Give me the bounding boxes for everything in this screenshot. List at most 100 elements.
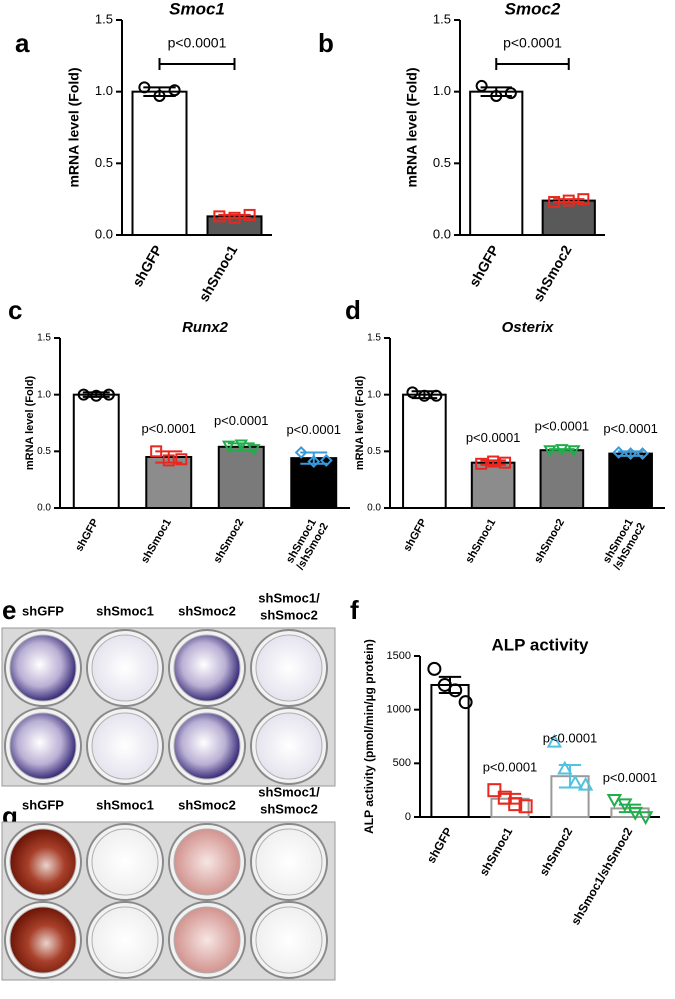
y-axis-title: mRNA level (Fold) bbox=[66, 67, 82, 187]
comparison-label: p<0.0001 bbox=[503, 35, 562, 51]
data-point bbox=[307, 455, 321, 468]
data-point bbox=[567, 774, 583, 789]
x-tick-label: shGFP bbox=[401, 517, 429, 554]
panel-letter: c bbox=[8, 295, 22, 325]
well-label: shSmoc2 bbox=[178, 603, 236, 618]
error-bar bbox=[480, 459, 506, 466]
data-point bbox=[475, 457, 488, 470]
panel-letter: a bbox=[15, 28, 30, 58]
data-point bbox=[102, 388, 115, 401]
data-point bbox=[624, 447, 638, 461]
well-label: shSmoc2 bbox=[260, 801, 318, 816]
data-point bbox=[430, 389, 443, 402]
data-point bbox=[213, 210, 226, 223]
well-label: shSmoc1/ bbox=[258, 784, 320, 799]
y-tick-label: 1.0 bbox=[367, 389, 381, 400]
data-point bbox=[448, 683, 463, 698]
data-point bbox=[294, 446, 308, 459]
x-tick-label: shSmoc2 bbox=[537, 825, 576, 878]
well bbox=[9, 828, 77, 896]
y-tick-label: 1500 bbox=[387, 650, 411, 662]
data-point bbox=[153, 89, 166, 102]
panel-letter: f bbox=[350, 595, 359, 625]
data-point bbox=[546, 733, 563, 748]
data-point bbox=[499, 456, 512, 469]
y-axis-title: mRNA level (Fold) bbox=[354, 376, 366, 471]
p-value: p<0.0001 bbox=[214, 413, 269, 428]
p-value: p<0.0001 bbox=[603, 770, 658, 785]
well-label: shSmoc1/ bbox=[258, 590, 320, 605]
data-point bbox=[508, 797, 523, 812]
bar bbox=[72, 393, 120, 509]
x-tick-label: shSmoc2 bbox=[212, 517, 247, 565]
data-point bbox=[77, 388, 90, 401]
well bbox=[173, 712, 241, 780]
data-point bbox=[90, 389, 103, 402]
bar bbox=[608, 452, 653, 510]
bar bbox=[469, 90, 524, 236]
p-value: p<0.0001 bbox=[141, 421, 196, 436]
data-point bbox=[567, 445, 581, 458]
x-tick-label: shSmoc1 bbox=[139, 517, 174, 565]
data-point bbox=[617, 798, 633, 813]
well bbox=[255, 634, 323, 702]
data-point bbox=[458, 695, 473, 710]
x-tick-label: shSmoc1 bbox=[195, 242, 240, 304]
data-point bbox=[637, 811, 654, 826]
data-point bbox=[228, 211, 241, 224]
data-point bbox=[427, 661, 442, 676]
y-tick-label: 1.0 bbox=[95, 83, 113, 98]
well bbox=[91, 712, 159, 780]
well bbox=[173, 906, 241, 974]
error-bar bbox=[155, 450, 183, 464]
chart-title: ALP activity bbox=[491, 635, 589, 654]
chart-title: Osterix bbox=[502, 319, 554, 336]
data-point bbox=[175, 453, 188, 466]
data-point bbox=[243, 208, 256, 221]
x-tick-label: shGFP bbox=[424, 825, 455, 865]
data-point bbox=[555, 444, 569, 457]
data-point bbox=[627, 806, 643, 821]
y-axis-title: ALP activity (pmol/min/µg protein) bbox=[362, 639, 376, 834]
chart-title: Runx2 bbox=[182, 319, 229, 336]
y-axis-title: mRNA level (Fold) bbox=[404, 67, 420, 187]
p-value: p<0.0001 bbox=[286, 422, 341, 437]
data-point bbox=[487, 455, 500, 468]
well-label: shSmoc1 bbox=[96, 603, 154, 618]
data-point bbox=[577, 193, 590, 206]
y-axis-title: mRNA level (Fold) bbox=[24, 376, 36, 471]
x-tick-label: shSmoc1/shSmoc2 bbox=[568, 825, 635, 928]
well bbox=[91, 828, 159, 896]
p-value: p<0.0001 bbox=[483, 759, 538, 774]
data-point bbox=[562, 194, 575, 207]
chart-title: Smoc1 bbox=[169, 0, 225, 18]
y-tick-label: 1.5 bbox=[37, 333, 51, 344]
well-label: shGFP bbox=[22, 797, 64, 812]
data-point bbox=[490, 89, 503, 102]
well bbox=[255, 906, 323, 974]
y-tick-label: 0.5 bbox=[95, 155, 113, 170]
data-point bbox=[406, 386, 419, 399]
y-tick-label: 0.0 bbox=[95, 226, 113, 241]
data-point bbox=[612, 446, 626, 459]
y-tick-label: 1.5 bbox=[95, 11, 113, 26]
data-point bbox=[548, 196, 561, 209]
x-tick-label: shSmoc1 bbox=[477, 825, 516, 878]
y-tick-label: 1.0 bbox=[37, 389, 51, 400]
data-point bbox=[234, 439, 248, 452]
well-label: shSmoc2 bbox=[178, 797, 236, 812]
y-tick-label: 0.5 bbox=[433, 155, 451, 170]
data-point bbox=[418, 389, 431, 402]
data-point bbox=[221, 440, 236, 453]
data-point bbox=[247, 444, 261, 457]
y-tick-label: 0.0 bbox=[367, 503, 381, 514]
data-point bbox=[543, 445, 557, 458]
y-tick-label: 0 bbox=[405, 811, 411, 823]
well-label: shSmoc2 bbox=[260, 607, 318, 622]
data-point bbox=[518, 799, 533, 814]
panel-letter: d bbox=[345, 295, 361, 325]
well bbox=[173, 634, 241, 702]
y-tick-label: 1.0 bbox=[433, 83, 451, 98]
y-tick-label: 1.5 bbox=[367, 333, 381, 344]
y-tick-label: 1000 bbox=[387, 704, 411, 716]
